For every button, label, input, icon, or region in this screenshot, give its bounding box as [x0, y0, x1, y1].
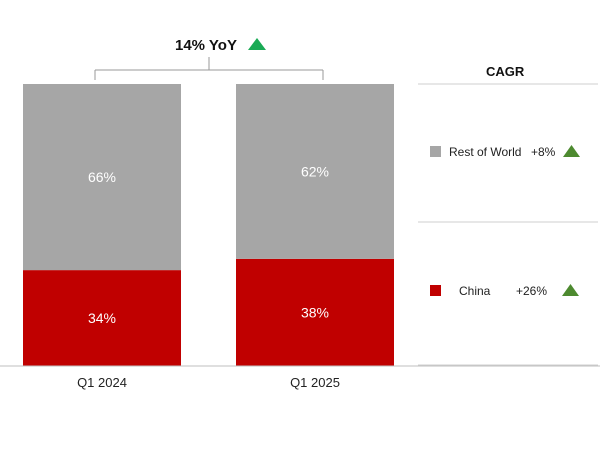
legend-swatch-rest-of-world — [430, 146, 441, 157]
x-tick-label: Q1 2024 — [77, 375, 127, 390]
legend-title: CAGR — [486, 64, 525, 79]
legend-label-rest-of-world: Rest of World — [449, 145, 521, 159]
triangle-up-icon — [248, 38, 266, 50]
legend-item-china: China +26% — [430, 284, 579, 298]
legend-label-china: China — [459, 284, 491, 298]
data-label-china-q1-2025: 38% — [301, 304, 329, 320]
bar-china-q1-2024 — [23, 270, 181, 366]
data-label-rest-of-world-q1-2025: 62% — [301, 163, 329, 179]
yoy-bracket — [94, 57, 324, 80]
legend-item-rest-of-world: Rest of World +8% — [430, 145, 580, 159]
triangle-up-icon — [562, 284, 579, 296]
x-tick-label: Q1 2025 — [290, 375, 340, 390]
triangle-up-icon — [563, 145, 580, 157]
legend-change-rest-of-world: +8% — [531, 145, 556, 159]
legend-change-china: +26% — [516, 284, 547, 298]
legend-swatch-china — [430, 285, 441, 296]
data-label-rest-of-world-q1-2024: 66% — [88, 169, 116, 185]
bar-rest-of-world-q1-2025 — [236, 84, 394, 259]
bar-rest-of-world-q1-2024 — [23, 84, 181, 271]
yoy-label: 14% YoY — [175, 37, 237, 54]
bar-china-q1-2025 — [236, 258, 394, 366]
data-label-china-q1-2024: 34% — [88, 310, 116, 326]
